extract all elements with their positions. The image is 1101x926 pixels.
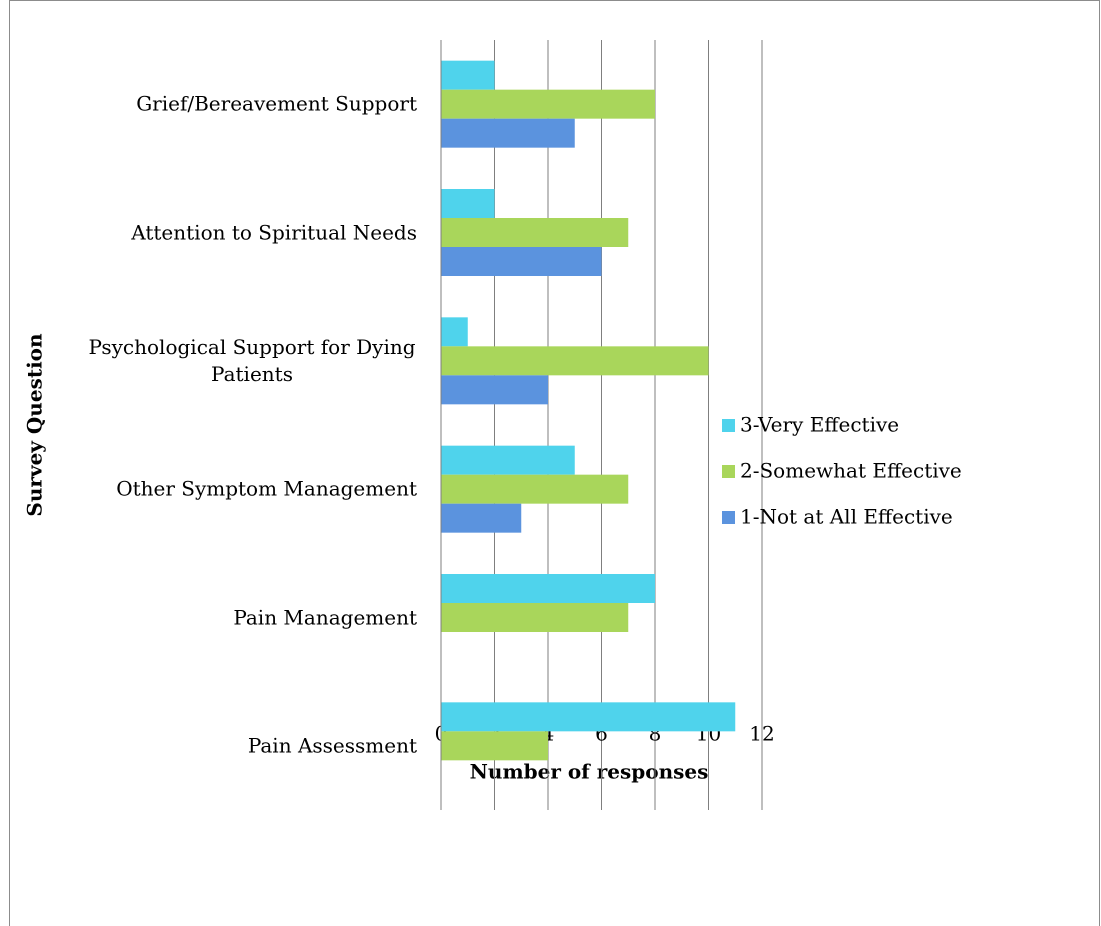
category-text: Psychological Support for Dying Patients <box>88 334 416 386</box>
bar <box>441 574 655 603</box>
bar <box>441 118 575 148</box>
y-tick-label: Other Symptom Management <box>87 476 417 503</box>
chart-border <box>9 0 1100 926</box>
y-tick-label: Attention to Spiritual Needs <box>87 219 417 246</box>
y-tick-label: Grief/Bereavement Support <box>87 91 417 118</box>
bar <box>441 445 575 475</box>
bar <box>441 247 602 276</box>
bar <box>441 702 736 732</box>
legend-swatch <box>722 511 735 524</box>
category-text: Pain Assessment <box>247 733 417 758</box>
x-tick-label: 12 <box>749 722 774 746</box>
y-tick-label: Psychological Support for Dying Patients <box>87 334 417 388</box>
legend-label: 2-Somewhat Effective <box>740 459 962 483</box>
bar <box>441 218 629 247</box>
y-axis-label: Survey Question <box>23 333 47 517</box>
category-text: Attention to Spiritual Needs <box>131 220 417 244</box>
category-text: Grief/Bereavement Support <box>136 91 417 116</box>
bar <box>441 189 495 218</box>
bar <box>441 317 468 347</box>
category-text: Other Symptom Management <box>116 476 417 501</box>
legend-label: 3-Very Effective <box>740 413 899 437</box>
bar <box>441 603 629 632</box>
bar <box>441 346 709 376</box>
category-text: Pain Management <box>233 605 417 629</box>
bar <box>441 60 495 90</box>
x-axis-label: Number of responses <box>470 760 709 784</box>
bar <box>441 474 629 504</box>
y-tick-label: Pain Assessment <box>87 732 417 759</box>
legend-swatch <box>722 465 735 478</box>
bar <box>441 375 548 405</box>
legend-label: 1-Not at All Effective <box>740 505 953 529</box>
bar <box>441 89 655 119</box>
y-tick-label: Pain Management <box>87 604 417 631</box>
bar <box>441 731 548 761</box>
bar <box>441 503 522 533</box>
legend-swatch <box>722 419 735 432</box>
